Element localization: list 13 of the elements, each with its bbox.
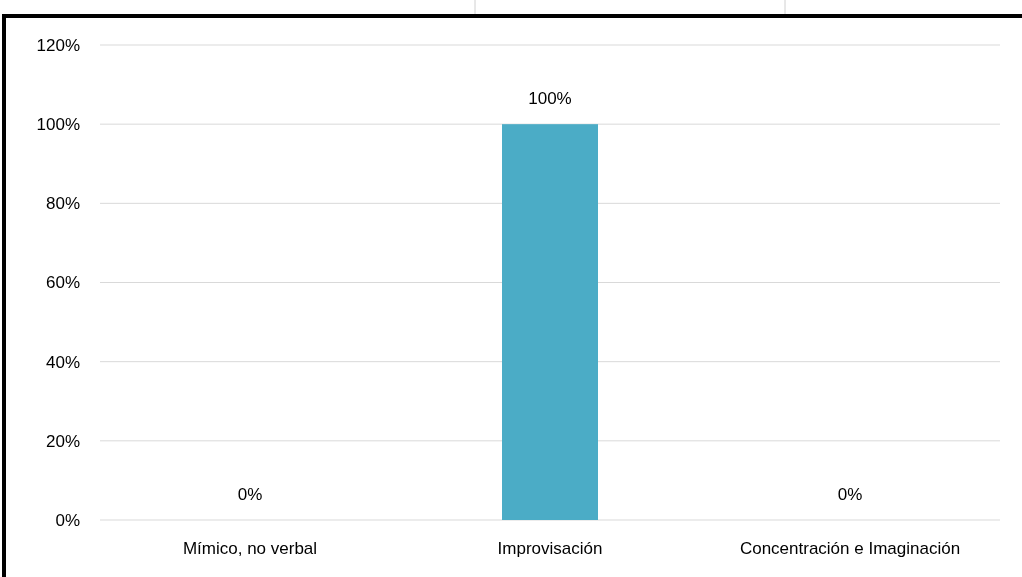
- y-tick-label: 60%: [45, 273, 80, 293]
- x-tick-label: Mímico, no verbal: [182, 539, 318, 558]
- y-tick-label: 40%: [45, 352, 80, 372]
- data-label: 100%: [528, 89, 572, 109]
- data-label: 0%: [837, 485, 863, 504]
- y-tick-label: 120%: [36, 35, 80, 55]
- y-tick-label: 80%: [45, 194, 80, 214]
- data-label: 0%: [237, 485, 263, 504]
- y-tick-label: 0%: [55, 510, 80, 530]
- x-tick-label: Concentración e Imaginación: [739, 539, 961, 558]
- y-tick-label: 20%: [45, 431, 80, 451]
- x-tick-label: Improvisación: [497, 539, 603, 558]
- y-tick-label: 100%: [36, 115, 80, 135]
